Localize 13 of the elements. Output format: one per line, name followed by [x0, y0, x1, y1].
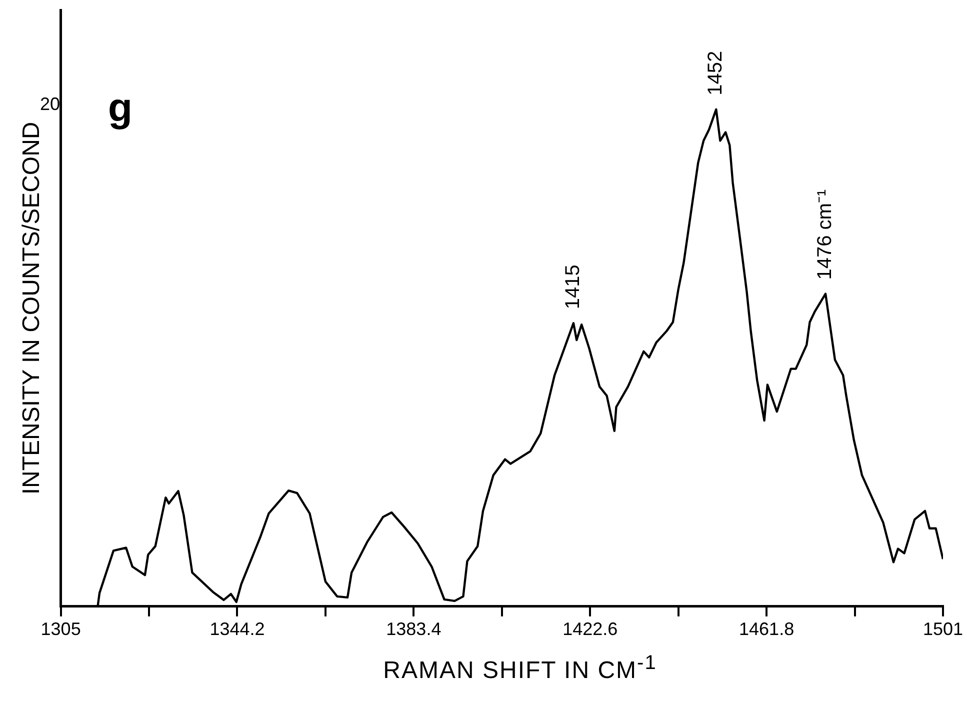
x-axis-title: RAMAN SHIFT IN CM$^{-1}$ — [382, 652, 658, 685]
x-tick-label: 1422.6 — [562, 619, 618, 640]
x-tick-label: 1305 — [40, 619, 81, 640]
y-axis-title: INTENSITY IN COUNTS/SECOND — [18, 122, 46, 495]
annotation: 1415 — [562, 264, 584, 310]
annotation: 1452 — [704, 50, 727, 96]
text: 20 — [40, 94, 60, 115]
annotation: g — [108, 86, 132, 131]
x-tick-label: 1383.4 — [386, 619, 442, 640]
annotation: 1476 cm⁻¹ — [814, 189, 836, 280]
x-tick-label: 1461.8 — [739, 619, 794, 640]
x-tick-label: 1344.2 — [210, 619, 265, 640]
x-tick-label: 1501 — [922, 619, 964, 640]
